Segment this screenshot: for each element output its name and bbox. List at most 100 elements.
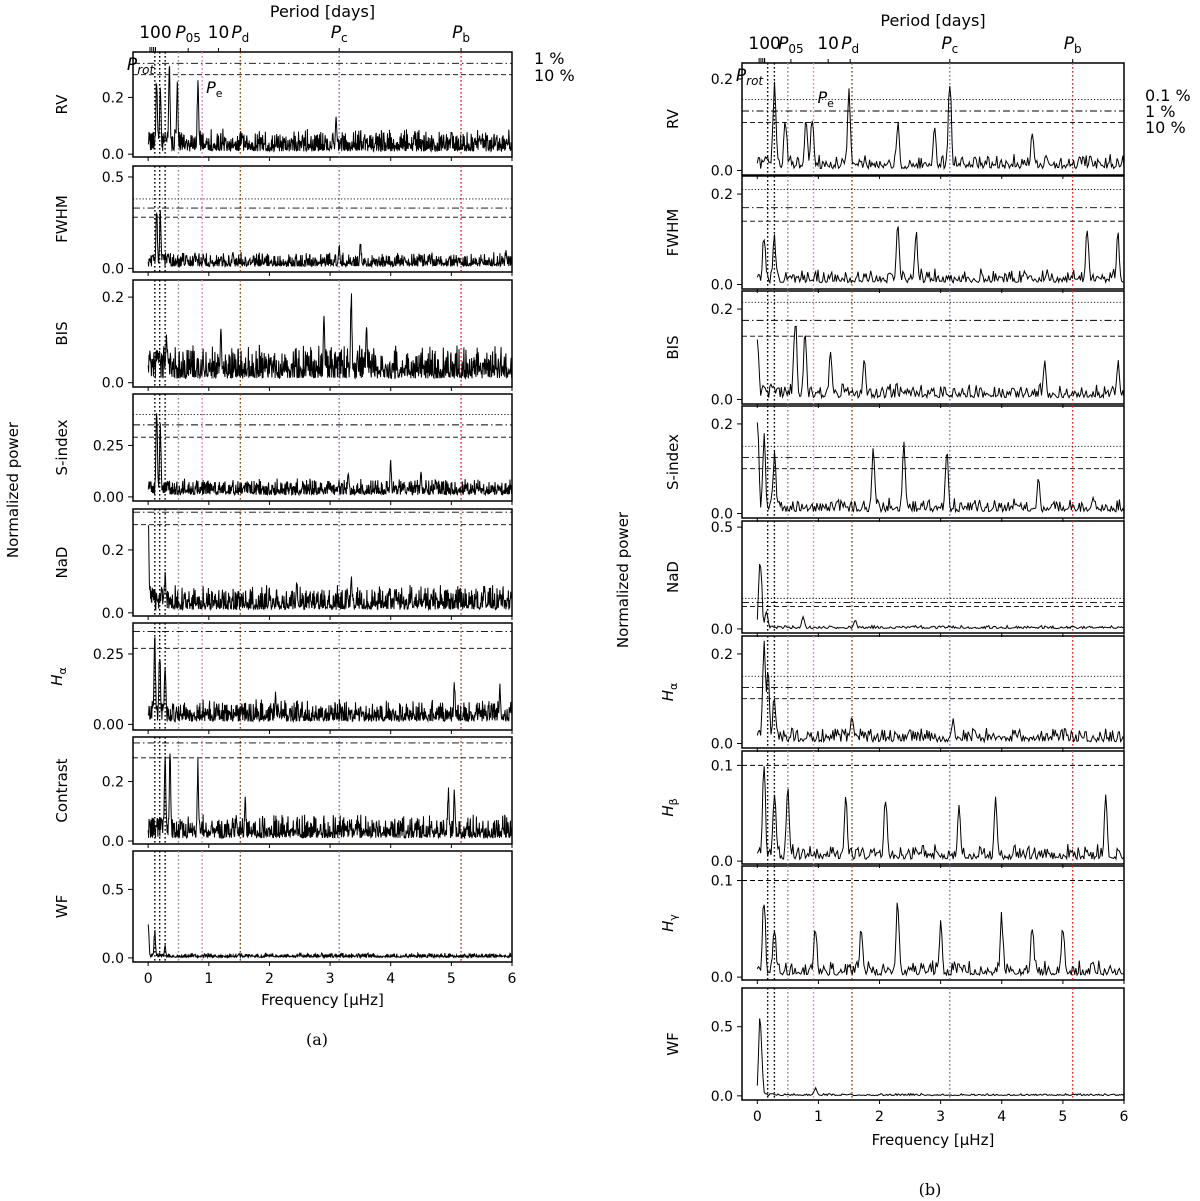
panel-frame	[132, 622, 513, 731]
y-tick-label: 0.0	[711, 507, 733, 523]
x-tick-label: 1	[204, 971, 213, 987]
annotation-fap1: 1 %	[1145, 102, 1175, 121]
x-axis-label: Frequency [μHz]	[872, 1131, 995, 1149]
y-tick-label: 0.0	[102, 834, 124, 850]
ylabel-common-a: Normalized power	[4, 421, 22, 558]
x-tick-label: 4	[386, 971, 395, 987]
period-label-1: P05	[778, 34, 804, 56]
y-tick-label: 0.2	[711, 417, 733, 433]
y-tick-label: 0.5	[711, 1020, 733, 1036]
panel-label: S-index	[664, 434, 682, 490]
panel-a-4: 0.0 0.2 NaD	[53, 508, 513, 622]
panel-frame	[132, 279, 513, 388]
y-tick-label: 0.00	[93, 717, 124, 733]
panel-frame	[741, 750, 1125, 865]
periodogram-trace	[756, 1018, 1125, 1097]
y-tick-label: 0.5	[102, 882, 124, 898]
panel-b-6: 0.0 0.1 Hβ	[659, 750, 1125, 870]
periodogram-trace	[756, 325, 1125, 400]
y-tick-label: 0.1	[711, 873, 733, 889]
x-tick-label: 6	[508, 971, 517, 987]
panel-a-7: 0.0 0.5 WF	[53, 850, 513, 967]
caption-b: (b)	[919, 1180, 942, 1199]
periodogram-trace	[147, 66, 513, 153]
ylabel-common-b: Normalized power	[614, 511, 632, 648]
periodogram-trace	[756, 766, 1125, 861]
y-tick-label: 0.2	[102, 775, 124, 791]
period-label-5: Pb	[1064, 34, 1082, 56]
x-tick-label: 5	[447, 971, 456, 987]
y-tick-label: 0.0	[711, 854, 733, 870]
panel-label: Hγ	[659, 914, 680, 932]
panel-a-3: 0.00 0.25 S-index	[53, 393, 513, 506]
panel-label: FWHM	[53, 195, 71, 243]
caption-a: (a)	[306, 1030, 328, 1049]
x-axis-label: Frequency [μHz]	[261, 991, 384, 1009]
top-title: Period [days]	[270, 2, 375, 21]
y-tick-label: 0.0	[711, 392, 733, 408]
panel-frame	[741, 290, 1125, 405]
period-label-0: 100	[748, 34, 780, 54]
y-tick-label: 0.2	[711, 302, 733, 318]
y-tick-label: 0.0	[711, 622, 733, 638]
panel-label: S-index	[53, 419, 71, 475]
y-tick-label: 0.1	[711, 758, 733, 774]
panel-b-5: 0.0 0.2 Hα	[659, 635, 1125, 753]
periodogram-trace	[147, 924, 513, 960]
periodogram-trace	[756, 226, 1125, 285]
panel-b-7: 0.0 0.1 Hγ	[659, 865, 1125, 986]
period-label-5: Pb	[452, 23, 470, 45]
y-tick-label: 0.0	[102, 376, 124, 392]
y-tick-label: 0.0	[102, 951, 124, 967]
annotation-fap1: 1 %	[534, 49, 564, 68]
y-tick-label: 0.2	[102, 290, 124, 306]
panel-frame	[132, 850, 513, 963]
y-tick-label: 0.00	[93, 490, 124, 506]
panel-frame	[132, 51, 513, 158]
y-tick-label: 0.5	[711, 520, 733, 536]
y-tick-label: 0.25	[93, 647, 124, 663]
y-tick-label: 0.25	[93, 438, 124, 454]
panel-frame	[132, 736, 513, 845]
panel-label: RV	[664, 108, 682, 129]
x-tick-label: 2	[265, 971, 274, 987]
periodogram-trace	[756, 81, 1125, 171]
periodogram-trace	[756, 564, 1125, 630]
x-tick-label: 4	[997, 1109, 1006, 1125]
x-tick-label: 2	[875, 1109, 884, 1125]
panel-label: NaD	[53, 547, 71, 579]
panel-a-1: 0.0 0.5 FWHM	[53, 165, 513, 277]
panel-a-2: 0.0 0.2 BIS	[53, 279, 513, 392]
x-tick-label: 0	[753, 1109, 762, 1125]
panel-label: FWHM	[664, 209, 682, 257]
periodogram-trace	[756, 902, 1125, 977]
period-label-4: Pc	[941, 34, 958, 56]
top-title: Period [days]	[880, 11, 985, 30]
panel-label: WF	[53, 895, 71, 918]
periodogram-trace	[147, 637, 513, 724]
annotation-pe: Pe	[818, 88, 835, 110]
y-tick-label: 0.0	[711, 277, 733, 293]
period-label-3: Pd	[231, 23, 249, 45]
y-tick-label: 0.0	[711, 737, 733, 753]
x-tick-label: 5	[1058, 1109, 1067, 1125]
periodogram-trace	[756, 640, 1125, 744]
annotation-fap10: 10 %	[534, 66, 575, 85]
x-tick-label: 6	[1120, 1109, 1129, 1125]
panel-label: BIS	[664, 335, 682, 359]
panel-frame	[741, 405, 1125, 519]
panel-frame	[741, 865, 1125, 981]
y-tick-label: 0.2	[711, 72, 733, 88]
panel-frame	[132, 508, 513, 617]
panel-label: Hα	[48, 667, 69, 686]
panel-label: BIS	[53, 321, 71, 345]
chart-a: Period [days]100 P05 10 Pd Pc Pb0.00.2RV0.00.…	[48, 2, 575, 1009]
periodogram-trace	[147, 413, 513, 497]
y-tick-label: 0.2	[711, 647, 733, 663]
panel-label: Hβ	[659, 798, 680, 816]
y-tick-label: 0.2	[102, 543, 124, 559]
panel-frame	[132, 165, 513, 273]
periodogram-trace	[147, 525, 513, 612]
